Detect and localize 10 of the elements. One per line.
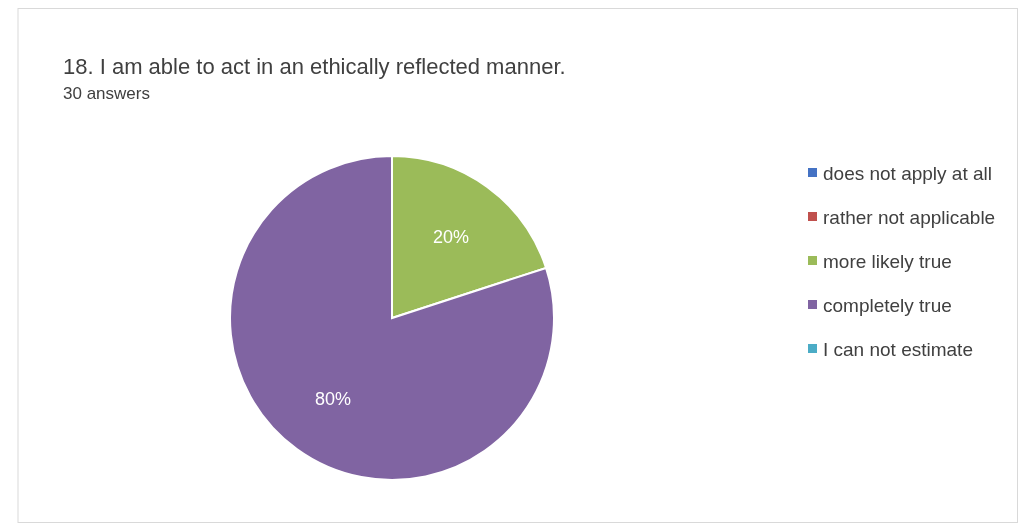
pie-slice bbox=[229, 155, 555, 481]
legend-label: completely true bbox=[823, 294, 952, 316]
legend-label: does not apply at all bbox=[823, 162, 993, 184]
legend-label: I can not estimate bbox=[823, 338, 973, 360]
chart-title: 18. I am able to act in an ethically reflected manner. bbox=[63, 54, 566, 79]
data-label: 20% bbox=[433, 226, 470, 247]
legend-label: rather not applicable bbox=[823, 206, 996, 228]
data-label: 80% bbox=[314, 389, 351, 410]
legend-label: more likely true bbox=[823, 250, 952, 272]
chart-subtitle: 30 answers bbox=[63, 84, 150, 103]
